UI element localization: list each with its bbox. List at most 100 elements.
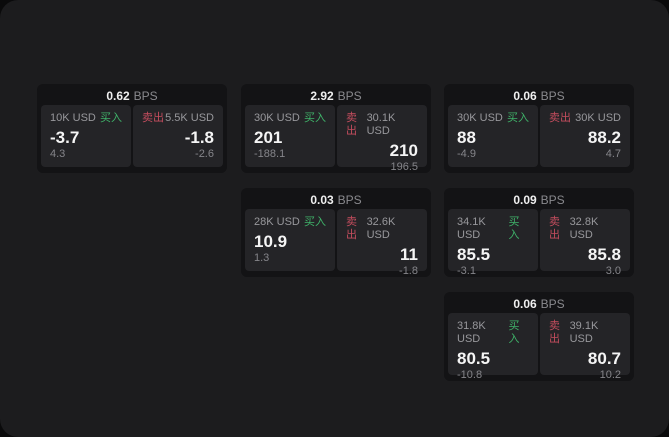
bps-value: 0.06 xyxy=(513,88,537,103)
quote-panels: 10K USD 买入 -3.7 4.3 卖出 5.5K USD -1.8 -2.… xyxy=(41,105,223,167)
buy-panel[interactable]: 28K USD 买入 10.9 1.3 xyxy=(245,209,335,271)
card-header: 0.06 BPS xyxy=(448,292,630,313)
quote-card: 0.06 BPS 30K USD 买入 88 -4.9 卖出 30K USD 8… xyxy=(444,84,634,173)
buy-notional-amount: 30K USD xyxy=(457,112,503,124)
bps-value: 0.62 xyxy=(106,88,130,103)
buy-price: 201 xyxy=(254,128,283,147)
sell-delta: 196.5 xyxy=(390,161,418,173)
buy-panel-top: 30K USD 买入 xyxy=(457,112,529,125)
buy-panel-top: 28K USD 买入 xyxy=(254,216,326,229)
sell-panel-top: 卖出 30K USD xyxy=(549,112,621,125)
sell-panel[interactable]: 卖出 30K USD 88.2 4.7 xyxy=(540,105,630,167)
sell-panel[interactable]: 卖出 5.5K USD -1.8 -2.6 xyxy=(133,105,223,167)
buy-price: -3.7 xyxy=(50,128,80,147)
card-header: 0.09 BPS xyxy=(448,188,630,209)
buy-panel-top: 31.8K USD 买入 xyxy=(457,320,529,346)
bps-unit-label: BPS xyxy=(540,192,565,207)
bps-unit-label: BPS xyxy=(540,296,565,311)
bps-unit-label: BPS xyxy=(337,88,362,103)
sell-notional-amount: 30.1K USD xyxy=(366,112,396,137)
buy-panel-top: 34.1K USD 买入 xyxy=(457,216,529,242)
quote-card: 2.92 BPS 30K USD 买入 201 -188.1 卖出 30.1K … xyxy=(241,84,431,173)
sell-side-label: 卖出 xyxy=(549,112,571,124)
sell-notional-amount: 39.1K USD xyxy=(569,320,599,345)
buy-delta: 4.3 xyxy=(50,148,66,160)
sell-panel-top: 卖出 30.1K USD xyxy=(346,112,418,138)
buy-notional-amount: 34.1K USD xyxy=(457,216,486,241)
buy-panel[interactable]: 31.8K USD 买入 80.5 -10.8 xyxy=(448,313,538,381)
buy-delta: -3.1 xyxy=(457,265,476,277)
bps-unit-label: BPS xyxy=(540,88,565,103)
bps-value: 0.03 xyxy=(310,192,334,207)
sell-panel[interactable]: 卖出 30.1K USD 210 196.5 xyxy=(337,105,427,173)
buy-delta: -4.9 xyxy=(457,148,476,160)
sell-price: -1.8 xyxy=(184,128,214,147)
buy-panel[interactable]: 10K USD 买入 -3.7 4.3 xyxy=(41,105,131,167)
sell-side-label: 卖出 xyxy=(346,112,357,137)
bps-unit-label: BPS xyxy=(337,192,362,207)
buy-delta: 1.3 xyxy=(254,252,270,264)
card-header: 0.06 BPS xyxy=(448,84,630,105)
buy-side-label: 买入 xyxy=(304,112,326,124)
sell-panel-top: 卖出 5.5K USD xyxy=(142,112,214,125)
quote-card: 0.62 BPS 10K USD 买入 -3.7 4.3 卖出 5.5K USD… xyxy=(37,84,227,173)
sell-delta: -1.8 xyxy=(399,265,418,277)
sell-price: 88.2 xyxy=(587,128,621,147)
buy-notional-amount: 31.8K USD xyxy=(457,320,486,345)
sell-side-label: 卖出 xyxy=(549,320,560,345)
sell-price: 85.8 xyxy=(587,245,621,264)
buy-panel[interactable]: 30K USD 买入 201 -188.1 xyxy=(245,105,335,167)
sell-price: 210 xyxy=(389,141,418,160)
buy-side-label: 买入 xyxy=(507,112,529,124)
sell-notional-amount: 5.5K USD xyxy=(165,112,214,124)
sell-notional-amount: 32.8K USD xyxy=(569,216,599,241)
sell-delta: 4.7 xyxy=(605,148,621,160)
buy-price: 88 xyxy=(457,128,476,147)
quote-card: 0.09 BPS 34.1K USD 买入 85.5 -3.1 卖出 32.8K… xyxy=(444,188,634,277)
quote-card: 0.03 BPS 28K USD 买入 10.9 1.3 卖出 32.6K US… xyxy=(241,188,431,277)
buy-panel[interactable]: 30K USD 买入 88 -4.9 xyxy=(448,105,538,167)
sell-panel[interactable]: 卖出 32.8K USD 85.8 3.0 xyxy=(540,209,630,277)
bps-value: 0.06 xyxy=(513,296,537,311)
quote-panels: 28K USD 买入 10.9 1.3 卖出 32.6K USD 11 -1.8 xyxy=(245,209,427,277)
sell-delta: 10.2 xyxy=(599,369,621,381)
quote-panels: 30K USD 买入 88 -4.9 卖出 30K USD 88.2 4.7 xyxy=(448,105,630,167)
sell-side-label: 卖出 xyxy=(142,112,164,124)
bps-unit-label: BPS xyxy=(133,88,158,103)
sell-panel-top: 卖出 32.6K USD xyxy=(346,216,418,242)
buy-notional-amount: 10K USD xyxy=(50,112,96,124)
buy-panel-top: 30K USD 买入 xyxy=(254,112,326,125)
quote-panels: 30K USD 买入 201 -188.1 卖出 30.1K USD 210 1… xyxy=(245,105,427,173)
bps-value: 0.09 xyxy=(513,192,537,207)
buy-price: 80.5 xyxy=(457,349,491,368)
sell-panel-top: 卖出 39.1K USD xyxy=(549,320,621,346)
buy-side-label: 买入 xyxy=(304,216,326,228)
sell-delta: -2.6 xyxy=(195,148,214,160)
sell-panel[interactable]: 卖出 39.1K USD 80.7 10.2 xyxy=(540,313,630,381)
buy-price: 10.9 xyxy=(254,232,288,251)
buy-side-label: 买入 xyxy=(508,320,520,345)
buy-price: 85.5 xyxy=(457,245,491,264)
sell-price: 11 xyxy=(400,245,418,264)
bps-value: 2.92 xyxy=(310,88,334,103)
card-header: 0.03 BPS xyxy=(245,188,427,209)
sell-panel[interactable]: 卖出 32.6K USD 11 -1.8 xyxy=(337,209,427,277)
sell-side-label: 卖出 xyxy=(346,216,357,241)
sell-price: 80.7 xyxy=(587,349,621,368)
buy-notional-amount: 30K USD xyxy=(254,112,300,124)
buy-delta: -188.1 xyxy=(254,148,286,160)
card-header: 0.62 BPS xyxy=(41,84,223,105)
buy-notional-amount: 28K USD xyxy=(254,216,300,228)
card-header: 2.92 BPS xyxy=(245,84,427,105)
quote-panels: 34.1K USD 买入 85.5 -3.1 卖出 32.8K USD 85.8… xyxy=(448,209,630,277)
buy-side-label: 买入 xyxy=(508,216,520,241)
buy-panel[interactable]: 34.1K USD 买入 85.5 -3.1 xyxy=(448,209,538,277)
quote-panels: 31.8K USD 买入 80.5 -10.8 卖出 39.1K USD 80.… xyxy=(448,313,630,381)
sell-notional-amount: 30K USD xyxy=(575,112,621,124)
sell-panel-top: 卖出 32.8K USD xyxy=(549,216,621,242)
buy-side-label: 买入 xyxy=(100,112,122,124)
sell-side-label: 卖出 xyxy=(549,216,560,241)
sell-notional-amount: 32.6K USD xyxy=(366,216,396,241)
quote-card: 0.06 BPS 31.8K USD 买入 80.5 -10.8 卖出 39.1… xyxy=(444,292,634,381)
